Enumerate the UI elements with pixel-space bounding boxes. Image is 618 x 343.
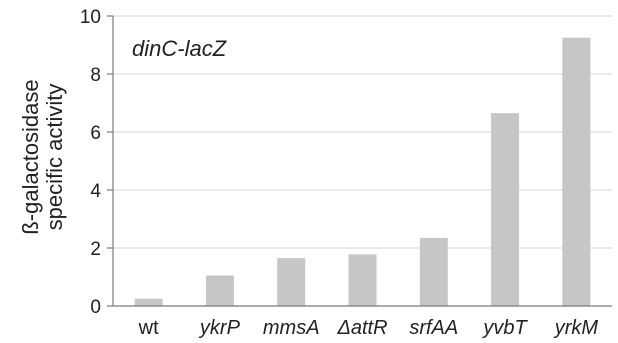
bar-0 bbox=[134, 298, 163, 306]
labels: 0 2 4 6 8 10 wt ykrP mmsA ΔattR srfAA yvbT yrkM ß-gal… bbox=[18, 7, 598, 339]
y-axis-title: ß-galactosidasespecific activity bbox=[18, 79, 67, 234]
bar-2 bbox=[277, 258, 306, 306]
bars bbox=[134, 37, 591, 307]
bar-5 bbox=[491, 113, 520, 307]
x-category-label: yvbT bbox=[481, 317, 528, 339]
x-category-label: ykrP bbox=[198, 317, 241, 339]
x-category-label: yrkM bbox=[553, 317, 599, 339]
gridlines bbox=[113, 15, 612, 249]
x-category-label: wt bbox=[138, 317, 159, 339]
y-tick-label: 0 bbox=[90, 297, 101, 318]
bar-6 bbox=[562, 37, 591, 306]
x-category-label: srfAA bbox=[409, 317, 458, 339]
y-tick-label: 6 bbox=[90, 123, 101, 144]
axes bbox=[107, 15, 612, 307]
bar-1 bbox=[205, 275, 234, 306]
y-tick-label: 4 bbox=[90, 181, 101, 202]
bar-3 bbox=[348, 254, 377, 306]
bar-4 bbox=[419, 237, 448, 306]
x-category-label: ΔattR bbox=[336, 317, 387, 339]
chart-annotation: dinC-lacZ bbox=[132, 36, 228, 61]
y-tick-label: 8 bbox=[90, 65, 101, 86]
y-axis-title-line: ß-galactosidase bbox=[18, 79, 43, 234]
y-tick-label: 10 bbox=[80, 7, 101, 28]
y-tick-label: 2 bbox=[90, 239, 101, 260]
y-axis-title-line: specific activity bbox=[42, 84, 67, 231]
x-category-label: mmsA bbox=[263, 317, 320, 339]
